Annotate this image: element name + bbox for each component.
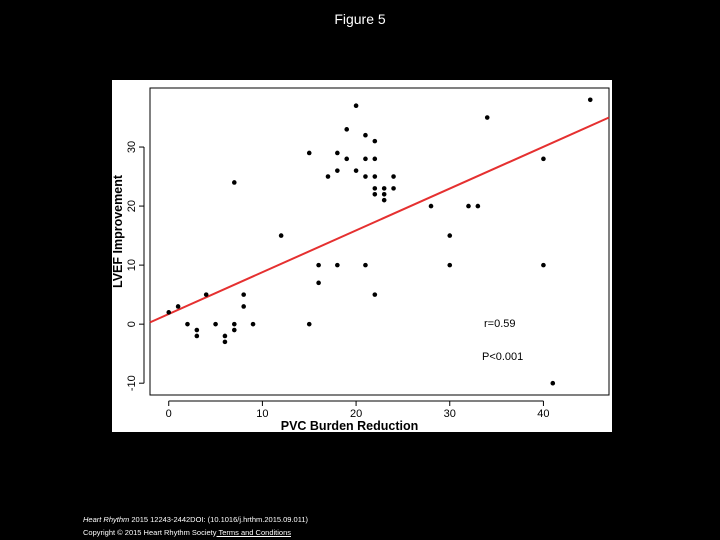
- data-point: [353, 168, 359, 173]
- data-point: [372, 292, 378, 297]
- annotation-p: P<0.001: [482, 351, 523, 363]
- slide-title: Figure 5: [334, 11, 386, 27]
- data-point: [335, 262, 340, 268]
- data-point: [203, 292, 209, 297]
- citation-text: 2015 12243-2442DOI: (10.1016/j.hrthm.201…: [129, 515, 309, 524]
- data-point: [232, 180, 237, 185]
- data-point: [541, 262, 546, 268]
- data-point: [222, 339, 228, 345]
- data-point: [194, 333, 200, 339]
- data-point: [241, 304, 246, 309]
- x-tick-label: 0: [166, 408, 172, 420]
- data-point: [372, 191, 378, 197]
- data-point: [241, 292, 246, 297]
- data-point: [335, 150, 340, 156]
- data-point: [381, 197, 387, 203]
- data-point: [222, 333, 228, 339]
- y-tick-label: 30: [126, 141, 138, 153]
- journal-name: Heart Rhythm: [83, 515, 130, 524]
- data-point: [587, 97, 593, 103]
- data-point: [306, 150, 312, 156]
- data-point: [250, 321, 256, 327]
- data-point: [381, 186, 387, 191]
- data-point: [541, 156, 546, 162]
- data-point: [550, 380, 556, 386]
- y-tick-label: 10: [126, 259, 138, 271]
- x-tick-label: 20: [350, 408, 362, 420]
- x-tick-label: 10: [256, 408, 268, 420]
- plot-frame: [149, 87, 610, 396]
- copyright-line: Copyright © 2015 Heart Rhythm Society Te…: [83, 528, 291, 537]
- data-point: [325, 174, 331, 179]
- regression-line-layer: [149, 116, 610, 324]
- x-tick-label: 30: [444, 408, 456, 420]
- data-point: [232, 321, 237, 327]
- data-point: [466, 203, 471, 209]
- data-point: [213, 321, 218, 327]
- data-point: [447, 233, 453, 238]
- data-point: [428, 203, 434, 209]
- data-point: [372, 156, 378, 162]
- data-point: [344, 127, 350, 132]
- copyright-text: Copyright © 2015 Heart Rhythm Society: [83, 528, 217, 537]
- y-tick-label: -10: [126, 375, 138, 391]
- data-point: [166, 310, 172, 315]
- data-point: [335, 168, 340, 173]
- data-point: [353, 103, 359, 109]
- data-point: [194, 327, 200, 333]
- axis-labels: PVC Burden Reduction LVEF Improvement: [112, 174, 418, 432]
- data-point: [363, 174, 368, 179]
- scatter-chart: 0 10 20 30 40 -10 0 10 20 30 PVC Burden Reduction…: [112, 87, 610, 432]
- data-point: [484, 115, 490, 120]
- y-axis-label: LVEF Improvement: [112, 174, 125, 288]
- axes: 0 10 20 30 40 -10 0 10 20 30: [126, 87, 610, 420]
- annotation-r: r=0.59: [484, 318, 516, 330]
- data-point: [363, 132, 368, 138]
- x-axis-label: PVC Burden Reduction: [281, 419, 419, 432]
- data-point: [381, 191, 387, 197]
- data-point: [306, 321, 312, 327]
- terms-and-conditions-link[interactable]: Terms and Conditions: [216, 528, 291, 537]
- figure-panel: 0 10 20 30 40 -10 0 10 20 30 PVC Burden Reduction…: [112, 80, 612, 432]
- y-tick-label: 20: [126, 200, 138, 212]
- data-point: [316, 280, 321, 286]
- data-point: [232, 327, 237, 333]
- regression-line: [149, 116, 610, 324]
- data-point: [391, 174, 396, 179]
- data-point: [278, 233, 284, 238]
- data-point: [344, 156, 350, 162]
- data-point: [363, 262, 368, 268]
- annotations: r=0.59 P<0.001: [482, 318, 523, 363]
- data-point: [363, 156, 368, 162]
- data-point: [175, 304, 181, 309]
- data-point: [391, 186, 396, 191]
- data-point: [447, 262, 453, 268]
- data-point: [316, 262, 321, 268]
- data-point: [475, 203, 481, 209]
- data-point: [185, 321, 190, 327]
- citation-line: Heart Rhythm 2015 12243-2442DOI: (10.101…: [83, 515, 308, 524]
- x-tick-label: 40: [537, 408, 549, 420]
- data-points: [166, 97, 593, 386]
- data-point: [372, 138, 378, 144]
- data-point: [372, 186, 378, 191]
- y-tick-label: 0: [126, 321, 138, 327]
- data-point: [372, 174, 378, 179]
